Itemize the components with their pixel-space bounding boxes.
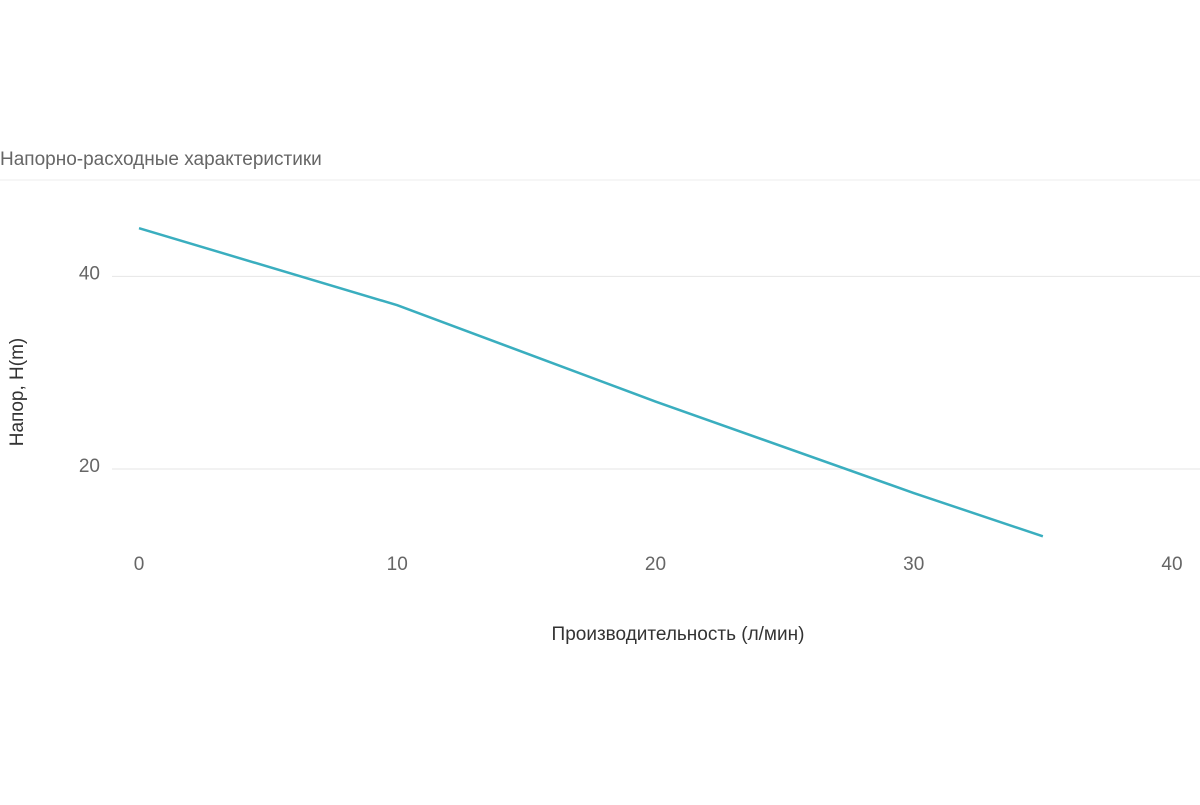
x-axis-label: Производительность (л/мин): [552, 624, 805, 645]
data-line: [138, 226, 1044, 538]
x-tick-label: 10: [387, 554, 408, 575]
x-tick-label: 0: [134, 554, 145, 575]
y-tick-label: 40: [79, 263, 100, 284]
x-tick-label: 20: [645, 554, 666, 575]
chart-title: Напорно-расходные характеристики: [0, 149, 322, 170]
y-axis-label: Напор, H(m): [7, 338, 28, 446]
y-tick-label: 20: [79, 456, 100, 477]
x-tick-label: 30: [903, 554, 924, 575]
x-tick-label: 40: [1161, 554, 1182, 575]
